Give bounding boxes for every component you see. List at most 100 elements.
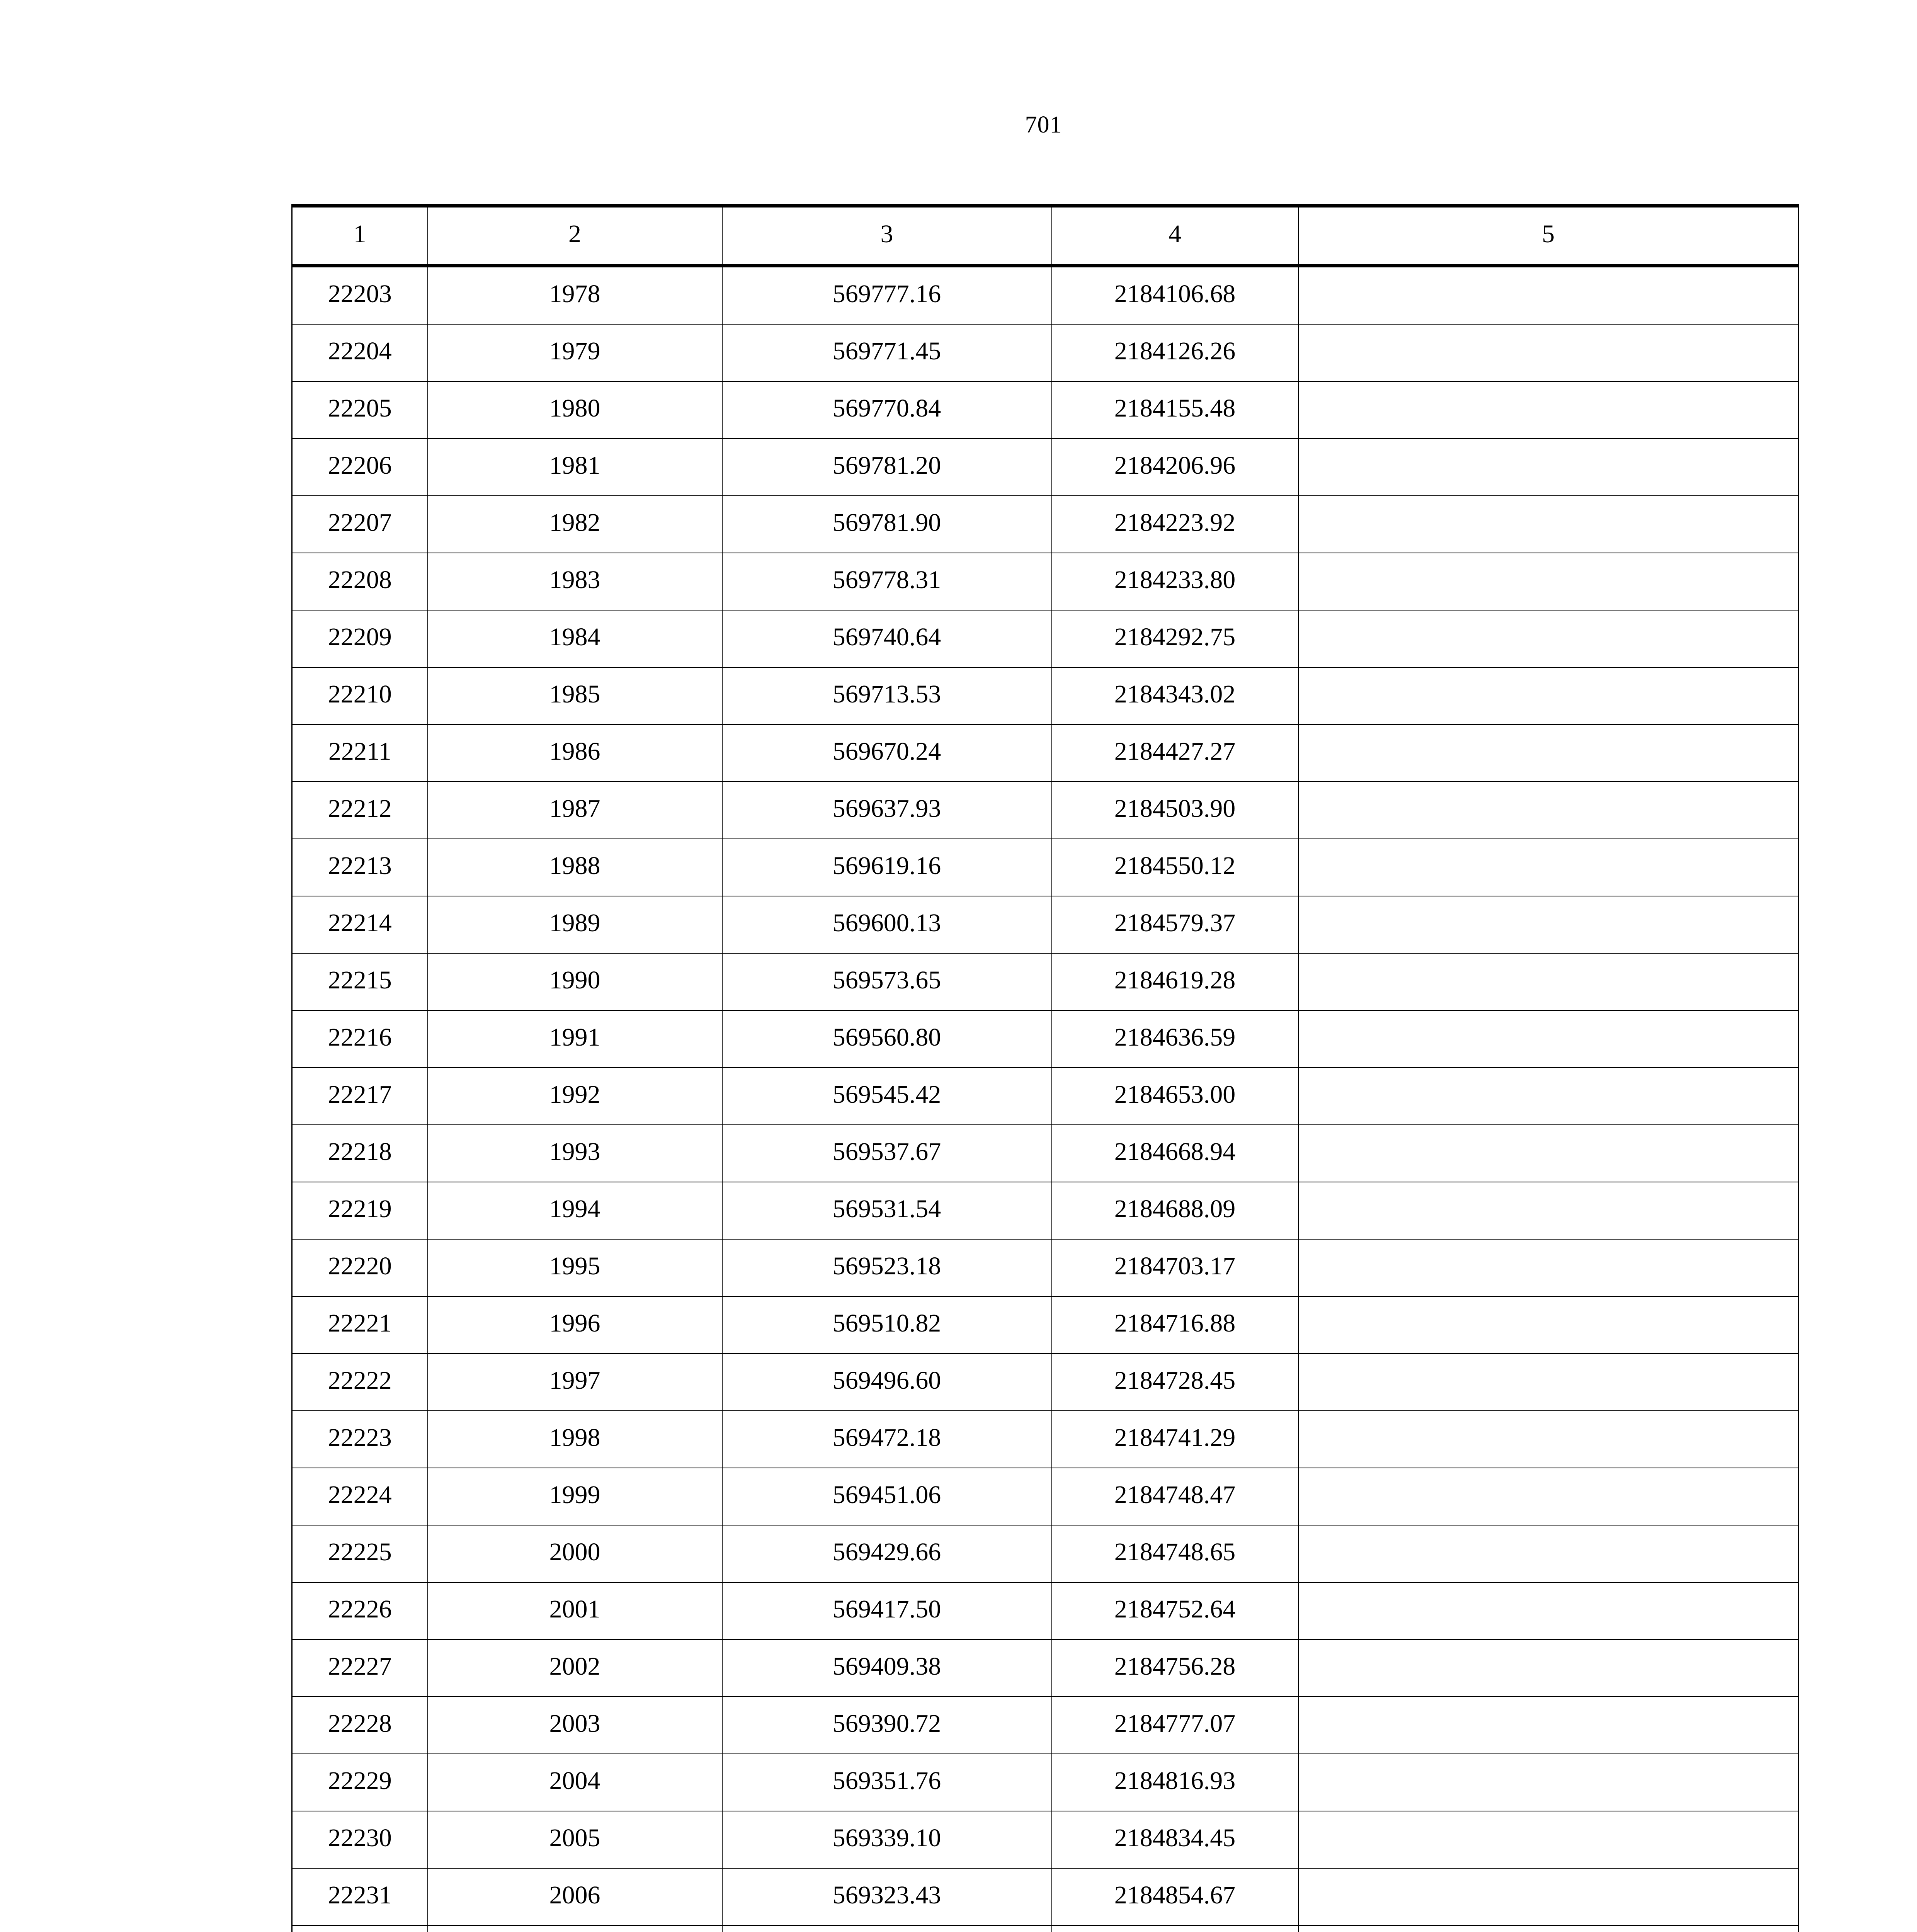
- cell-4: 2184748.65: [1051, 1525, 1299, 1583]
- cell-4: 2184863.61: [1051, 1925, 1299, 1932]
- table-row: 22222 1997 569496.60 2184728.45: [291, 1353, 1799, 1411]
- cell-3: 569573.65: [721, 953, 1052, 1011]
- data-table: 1 2 3 4 5 22203 1978 569777.16 2184106.68 22…: [291, 204, 1799, 1932]
- cell-3: 569740.64: [721, 610, 1052, 668]
- cell-4: 2184292.75: [1051, 610, 1299, 668]
- table-row: 22208 1983 569778.31 2184233.80: [291, 553, 1799, 611]
- cell-5: [1298, 1239, 1799, 1297]
- cell-4: 2184579.37: [1051, 896, 1299, 954]
- cell-1: 22217: [291, 1067, 428, 1125]
- cell-3: 569545.42: [721, 1067, 1052, 1125]
- column-header-1: 1: [291, 206, 428, 267]
- table-row: 22223 1998 569472.18 2184741.29: [291, 1410, 1799, 1468]
- cell-3: 569637.93: [721, 781, 1052, 839]
- cell-2: 1985: [427, 667, 723, 725]
- cell-1: 22210: [291, 667, 428, 725]
- cell-4: 2184503.90: [1051, 781, 1299, 839]
- cell-3: 569777.16: [721, 265, 1052, 325]
- column-header-4: 4: [1051, 206, 1299, 267]
- cell-5: [1298, 1353, 1799, 1411]
- table-row: 22206 1981 569781.20 2184206.96: [291, 438, 1799, 496]
- cell-2: 1983: [427, 553, 723, 611]
- cell-1: 22223: [291, 1410, 428, 1468]
- cell-1: 22226: [291, 1582, 428, 1640]
- table-row: 22215 1990 569573.65 2184619.28: [291, 953, 1799, 1011]
- cell-1: 22213: [291, 838, 428, 896]
- cell-4: 2184728.45: [1051, 1353, 1299, 1411]
- cell-1: 22209: [291, 610, 428, 668]
- cell-2: 1981: [427, 438, 723, 496]
- cell-5: [1298, 1124, 1799, 1182]
- cell-4: 2184752.64: [1051, 1582, 1299, 1640]
- table-row: 222322007569314.772184863.61: [291, 1925, 1799, 1932]
- table-row: 22209 1984 569740.64 2184292.75: [291, 610, 1799, 668]
- cell-5: [1298, 1010, 1799, 1068]
- cell-1: 22206: [291, 438, 428, 496]
- cell-1: 22215: [291, 953, 428, 1011]
- cell-4: 2184703.17: [1051, 1239, 1299, 1297]
- cell-5: [1298, 953, 1799, 1011]
- cell-3: 569409.38: [721, 1639, 1052, 1697]
- column-header-2: 2: [427, 206, 723, 267]
- cell-5: [1298, 1182, 1799, 1240]
- cell-5: [1298, 1753, 1799, 1811]
- cell-5: [1298, 667, 1799, 725]
- cell-4: 2184206.96: [1051, 438, 1299, 496]
- cell-3: 569429.66: [721, 1525, 1052, 1583]
- cell-3: 569323.43: [721, 1868, 1052, 1926]
- cell-5: [1298, 1925, 1799, 1932]
- cell-2: 1996: [427, 1296, 723, 1354]
- cell-2: 1986: [427, 724, 723, 782]
- cell-2: 1993: [427, 1124, 723, 1182]
- cell-3: 569314.77: [721, 1925, 1052, 1932]
- cell-3: 569537.67: [721, 1124, 1052, 1182]
- cell-4: 2184106.68: [1051, 265, 1299, 325]
- cell-2: 1987: [427, 781, 723, 839]
- cell-5: [1298, 1696, 1799, 1754]
- cell-2: 1984: [427, 610, 723, 668]
- page-number: 701: [1025, 112, 1062, 138]
- table-row: 22211 1986 569670.24 2184427.27: [291, 724, 1799, 782]
- cell-5: [1298, 1582, 1799, 1640]
- cell-2: 2002: [427, 1639, 723, 1697]
- cell-1: 22221: [291, 1296, 428, 1354]
- cell-5: [1298, 781, 1799, 839]
- cell-5: [1298, 265, 1799, 325]
- table-row: 22212 1987 569637.93 2184503.90: [291, 781, 1799, 839]
- cell-3: 569713.53: [721, 667, 1052, 725]
- cell-1: 22227: [291, 1639, 428, 1697]
- cell-2: 1997: [427, 1353, 723, 1411]
- table-row: 22231 2006 569323.43 2184854.67: [291, 1868, 1799, 1926]
- table-row: 22217 1992 569545.42 2184653.00: [291, 1067, 1799, 1125]
- cell-4: 2184854.67: [1051, 1868, 1299, 1926]
- cell-4: 2184233.80: [1051, 553, 1299, 611]
- table-row: 22220 1995 569523.18 2184703.17: [291, 1239, 1799, 1297]
- cell-2: 2004: [427, 1753, 723, 1811]
- cell-4: 2184427.27: [1051, 724, 1299, 782]
- cell-1: 22231: [291, 1868, 428, 1926]
- table-row: 22221 1996 569510.82 2184716.88: [291, 1296, 1799, 1354]
- table-row: 22205 1980 569770.84 2184155.48: [291, 381, 1799, 439]
- cell-1: 22214: [291, 896, 428, 954]
- cell-3: 569417.50: [721, 1582, 1052, 1640]
- cell-1: 22203: [291, 265, 428, 325]
- data-table-container: 1 2 3 4 5 22203 1978 569777.16 2184106.68 22…: [291, 204, 1799, 1932]
- cell-1: 22232: [291, 1925, 428, 1932]
- cell-3: 569781.90: [721, 495, 1052, 553]
- cell-2: 2005: [427, 1811, 723, 1869]
- cell-3: 569600.13: [721, 896, 1052, 954]
- cell-2: 1992: [427, 1067, 723, 1125]
- cell-2: 1991: [427, 1010, 723, 1068]
- cell-1: 22224: [291, 1468, 428, 1526]
- cell-3: 569771.45: [721, 324, 1052, 382]
- table-body: 22203 1978 569777.16 2184106.68 22204 1979 569…: [291, 265, 1799, 1932]
- cell-2: 1988: [427, 838, 723, 896]
- cell-4: 2184636.59: [1051, 1010, 1299, 1068]
- cell-5: [1298, 1468, 1799, 1526]
- cell-1: 22218: [291, 1124, 428, 1182]
- cell-2: 2007: [427, 1925, 723, 1932]
- cell-1: 22207: [291, 495, 428, 553]
- table-row: 22227 2002 569409.38 2184756.28: [291, 1639, 1799, 1697]
- cell-2: 1990: [427, 953, 723, 1011]
- cell-1: 22225: [291, 1525, 428, 1583]
